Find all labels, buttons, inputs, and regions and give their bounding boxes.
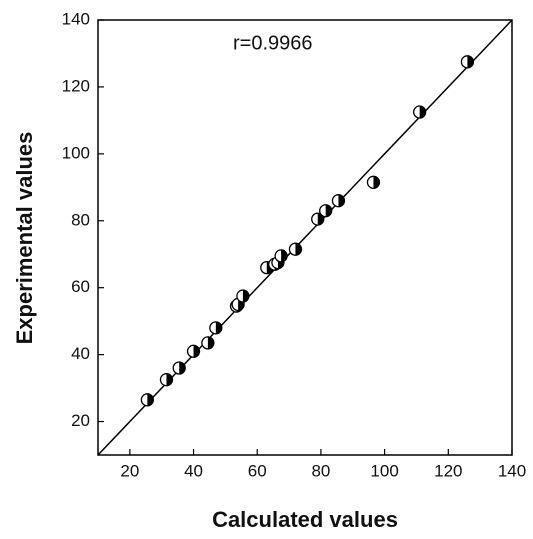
point	[172, 361, 186, 375]
point	[186, 344, 201, 358]
x-tick-label: 140	[498, 461, 526, 480]
x-tick-label: 120	[434, 461, 462, 480]
y-tick-label: 100	[62, 143, 90, 162]
point	[412, 105, 427, 119]
x-tick-label: 60	[248, 461, 267, 480]
point-half	[281, 249, 288, 262]
point	[209, 321, 223, 335]
y-tick-label: 20	[71, 411, 90, 430]
point	[319, 204, 333, 218]
y-tick-label: 140	[62, 9, 90, 28]
point	[274, 249, 288, 263]
y-tick-label: 80	[71, 210, 90, 229]
point-half	[338, 194, 345, 207]
point	[159, 373, 174, 387]
point	[201, 336, 215, 350]
point	[311, 212, 325, 226]
y-tick-label: 40	[71, 344, 90, 363]
x-tick-label: 100	[370, 461, 398, 480]
point-half	[166, 373, 173, 386]
y-axis-title: Experimental values	[12, 132, 37, 345]
point-half	[193, 345, 200, 358]
point-half	[242, 290, 249, 303]
annotation: r=0.9966	[233, 32, 313, 54]
x-tick-label: 80	[311, 461, 330, 480]
point	[366, 175, 381, 189]
plot-frame	[97, 19, 513, 456]
point	[460, 55, 475, 69]
point-half	[179, 362, 186, 374]
point	[331, 194, 346, 208]
point-half	[373, 176, 380, 189]
point-half	[215, 321, 222, 334]
reference-line	[97, 19, 513, 456]
point	[236, 289, 250, 303]
point-half	[207, 336, 214, 349]
point-half	[325, 204, 332, 217]
point-half	[467, 55, 474, 68]
point	[140, 393, 155, 407]
point-half	[147, 393, 154, 406]
x-axis-title: Calculated values	[212, 507, 398, 532]
point-half	[295, 243, 302, 256]
x-tick-label: 20	[120, 461, 139, 480]
y-tick-label: 60	[71, 277, 90, 296]
point-half	[419, 106, 426, 119]
x-tick-label: 40	[184, 461, 203, 480]
y-tick-label: 120	[62, 76, 90, 95]
point	[288, 242, 303, 256]
